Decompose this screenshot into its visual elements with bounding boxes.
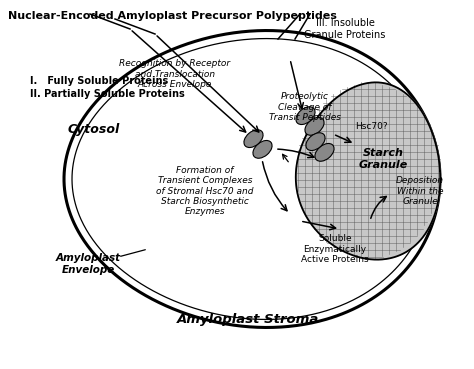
- Text: Starch
Granule: Starch Granule: [358, 148, 408, 170]
- Text: Amyloplast Stroma: Amyloplast Stroma: [177, 313, 319, 325]
- Text: Soluble
Enzymatically
Active Proteins: Soluble Enzymatically Active Proteins: [301, 234, 369, 264]
- Text: Amyloplast
Envelope: Amyloplast Envelope: [55, 253, 120, 275]
- Text: Formation of
Transient Complexes
of Stromal Hsc70 and
Starch Biosynthetic
Enzyme: Formation of Transient Complexes of Stro…: [156, 166, 254, 216]
- Ellipse shape: [253, 141, 272, 158]
- Ellipse shape: [305, 117, 324, 135]
- Ellipse shape: [306, 133, 325, 151]
- Text: Nuclear-Encoded Amyloplast Precursor Polypeptides: Nuclear-Encoded Amyloplast Precursor Pol…: [8, 11, 337, 21]
- Text: Hsc70?: Hsc70?: [355, 121, 388, 131]
- Text: Recognition by Receptor
and Translocation
Across Envelope: Recognition by Receptor and Translocatio…: [119, 59, 230, 89]
- Ellipse shape: [244, 130, 263, 148]
- Polygon shape: [64, 31, 440, 327]
- Ellipse shape: [315, 144, 334, 161]
- Text: Deposition
Within the
Granule: Deposition Within the Granule: [396, 176, 444, 206]
- Text: III. Insoluble
Granule Proteins: III. Insoluble Granule Proteins: [304, 18, 386, 40]
- Polygon shape: [296, 82, 440, 260]
- Text: I.   Fully Soluble Proteins: I. Fully Soluble Proteins: [30, 76, 168, 86]
- Text: II. Partially Soluble Proteins: II. Partially Soluble Proteins: [30, 89, 185, 99]
- Ellipse shape: [296, 107, 315, 124]
- Text: Proteolytic
Cleavage of
Transit Peptides: Proteolytic Cleavage of Transit Peptides: [269, 92, 341, 122]
- Text: Cytosol: Cytosol: [68, 123, 120, 135]
